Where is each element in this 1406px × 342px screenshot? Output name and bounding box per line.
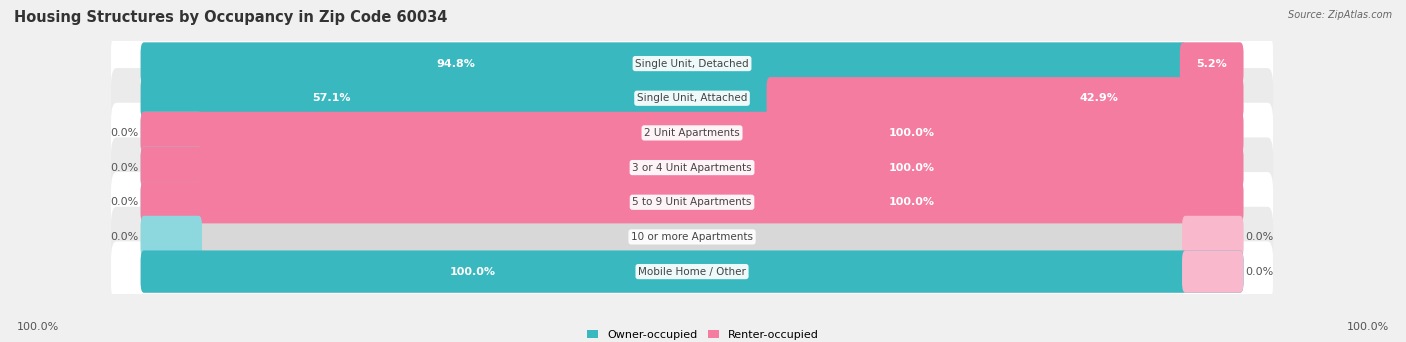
Text: 100.0%: 100.0% [889, 162, 934, 173]
FancyBboxPatch shape [141, 216, 202, 258]
FancyBboxPatch shape [111, 34, 1272, 94]
FancyBboxPatch shape [141, 216, 1243, 258]
Text: 0.0%: 0.0% [110, 128, 138, 138]
FancyBboxPatch shape [141, 181, 1243, 223]
FancyBboxPatch shape [111, 207, 1272, 267]
Text: 10 or more Apartments: 10 or more Apartments [631, 232, 754, 242]
Legend: Owner-occupied, Renter-occupied: Owner-occupied, Renter-occupied [582, 325, 824, 342]
FancyBboxPatch shape [1182, 216, 1243, 258]
FancyBboxPatch shape [141, 112, 1243, 154]
Text: 0.0%: 0.0% [1246, 232, 1274, 242]
FancyBboxPatch shape [111, 137, 1272, 198]
FancyBboxPatch shape [141, 112, 202, 154]
Text: Mobile Home / Other: Mobile Home / Other [638, 266, 747, 277]
FancyBboxPatch shape [111, 172, 1272, 233]
FancyBboxPatch shape [141, 42, 1187, 85]
Text: Source: ZipAtlas.com: Source: ZipAtlas.com [1288, 10, 1392, 20]
Text: Single Unit, Attached: Single Unit, Attached [637, 93, 747, 103]
FancyBboxPatch shape [766, 77, 1243, 119]
FancyBboxPatch shape [1180, 42, 1243, 85]
Text: 42.9%: 42.9% [1080, 93, 1119, 103]
Text: 94.8%: 94.8% [436, 58, 475, 69]
FancyBboxPatch shape [141, 112, 1243, 154]
FancyBboxPatch shape [141, 146, 202, 189]
Text: 5 to 9 Unit Apartments: 5 to 9 Unit Apartments [633, 197, 752, 207]
FancyBboxPatch shape [141, 42, 1243, 85]
FancyBboxPatch shape [111, 241, 1272, 302]
Text: Single Unit, Detached: Single Unit, Detached [636, 58, 749, 69]
Text: 100.0%: 100.0% [1347, 322, 1389, 332]
FancyBboxPatch shape [111, 68, 1272, 128]
Text: Housing Structures by Occupancy in Zip Code 60034: Housing Structures by Occupancy in Zip C… [14, 10, 447, 25]
Text: 57.1%: 57.1% [312, 93, 352, 103]
FancyBboxPatch shape [141, 181, 1243, 223]
FancyBboxPatch shape [141, 77, 1243, 119]
FancyBboxPatch shape [141, 250, 1243, 293]
FancyBboxPatch shape [141, 181, 202, 223]
FancyBboxPatch shape [1182, 250, 1243, 293]
Text: 2 Unit Apartments: 2 Unit Apartments [644, 128, 740, 138]
Text: 100.0%: 100.0% [17, 322, 59, 332]
FancyBboxPatch shape [141, 77, 773, 119]
Text: 100.0%: 100.0% [889, 197, 934, 207]
Text: 100.0%: 100.0% [450, 266, 496, 277]
FancyBboxPatch shape [141, 146, 1243, 189]
Text: 0.0%: 0.0% [110, 232, 138, 242]
Text: 0.0%: 0.0% [110, 197, 138, 207]
FancyBboxPatch shape [141, 250, 1243, 293]
Text: 0.0%: 0.0% [110, 162, 138, 173]
Text: 5.2%: 5.2% [1197, 58, 1227, 69]
Text: 0.0%: 0.0% [1246, 266, 1274, 277]
FancyBboxPatch shape [111, 103, 1272, 163]
Text: 3 or 4 Unit Apartments: 3 or 4 Unit Apartments [633, 162, 752, 173]
FancyBboxPatch shape [141, 146, 1243, 189]
Text: 100.0%: 100.0% [889, 128, 934, 138]
